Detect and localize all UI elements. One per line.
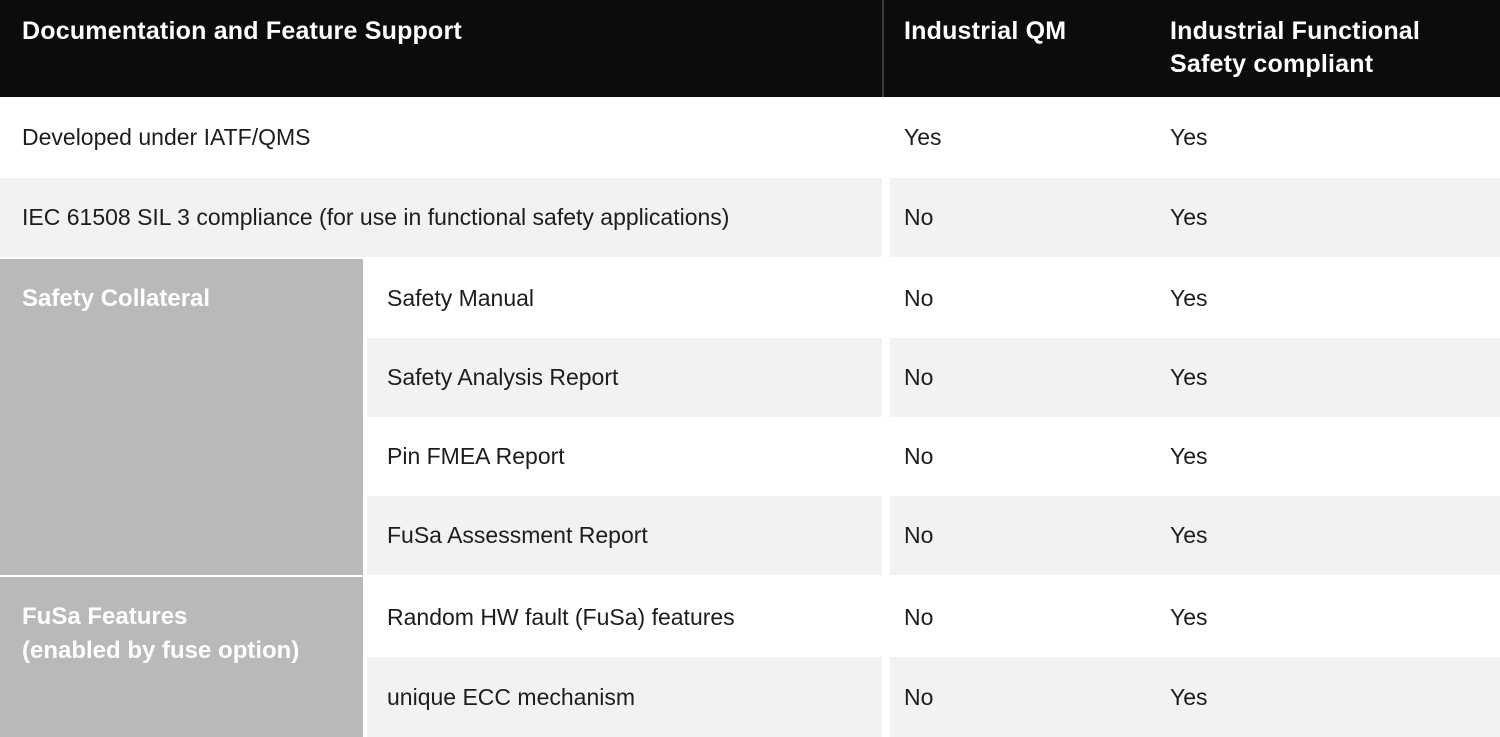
column-gap xyxy=(882,577,890,657)
column-gap xyxy=(882,496,890,575)
qm-value: No xyxy=(890,417,1157,496)
table-row: Safety Manual No Yes xyxy=(367,259,1500,338)
feature-label: Random HW fault (FuSa) features xyxy=(367,577,882,657)
qm-value: No xyxy=(890,577,1157,657)
group-section-safety-collateral: Safety Collateral Safety Manual No Yes S… xyxy=(0,259,1500,575)
qm-value: No xyxy=(890,338,1157,417)
group-label-line: Safety Collateral xyxy=(22,285,211,312)
fusa-value: Yes xyxy=(1157,496,1500,575)
table-header: Documentation and Feature Support Indust… xyxy=(0,0,1500,97)
header-column-divider xyxy=(882,0,890,97)
group-rows: Random HW fault (FuSa) features No Yes u… xyxy=(367,577,1500,737)
feature-label: Safety Analysis Report xyxy=(367,338,882,417)
fusa-value: Yes xyxy=(1157,259,1500,338)
table-row: Safety Analysis Report No Yes xyxy=(367,338,1500,417)
table-row: Pin FMEA Report No Yes xyxy=(367,417,1500,496)
feature-label: Pin FMEA Report xyxy=(367,417,882,496)
column-gap xyxy=(882,178,890,257)
table-row: IEC 61508 SIL 3 compliance (for use in f… xyxy=(0,178,1500,257)
table-row: Random HW fault (FuSa) features No Yes xyxy=(367,577,1500,657)
group-column-gap xyxy=(363,577,367,737)
table-row: unique ECC mechanism No Yes xyxy=(367,657,1500,737)
qm-value: No xyxy=(890,496,1157,575)
row-group-divider xyxy=(0,257,1500,259)
feature-label: FuSa Assessment Report xyxy=(367,496,882,575)
group-label: FuSa Features (enabled by fuse option) xyxy=(0,577,363,737)
table-row: Developed under IATF/QMS Yes Yes xyxy=(0,97,1500,178)
feature-label: unique ECC mechanism xyxy=(367,657,882,737)
column-gap xyxy=(882,97,890,178)
column-gap xyxy=(882,657,890,737)
header-feature-column: Documentation and Feature Support xyxy=(22,17,462,45)
feature-label: IEC 61508 SIL 3 compliance (for use in f… xyxy=(0,178,882,257)
table-row: FuSa Assessment Report No Yes xyxy=(367,496,1500,575)
fusa-value: Yes xyxy=(1157,657,1500,737)
qm-value: No xyxy=(890,259,1157,338)
group-label-line: FuSa Features xyxy=(22,603,188,630)
group-section-fusa-features: FuSa Features (enabled by fuse option) R… xyxy=(0,577,1500,737)
group-label: Safety Collateral xyxy=(0,259,363,575)
group-rows: Safety Manual No Yes Safety Analysis Rep… xyxy=(367,259,1500,575)
column-gap xyxy=(882,417,890,496)
row-group-divider xyxy=(0,575,1500,577)
group-label-line: (enabled by fuse option) xyxy=(22,637,300,664)
feature-label: Safety Manual xyxy=(367,259,882,338)
fusa-value: Yes xyxy=(1157,417,1500,496)
qm-value: Yes xyxy=(890,97,1157,178)
column-gap xyxy=(882,259,890,338)
group-column-gap xyxy=(363,259,367,575)
fusa-value: Yes xyxy=(1157,338,1500,417)
header-industrial-fusa: Industrial Functional Safety compliant xyxy=(1170,17,1421,78)
column-gap xyxy=(882,338,890,417)
header-industrial-qm: Industrial QM xyxy=(904,17,1067,45)
qm-value: No xyxy=(890,657,1157,737)
qm-value: No xyxy=(890,178,1157,257)
fusa-value: Yes xyxy=(1157,577,1500,657)
feature-label: Developed under IATF/QMS xyxy=(0,97,882,178)
fusa-value: Yes xyxy=(1157,97,1500,178)
fusa-value: Yes xyxy=(1157,178,1500,257)
